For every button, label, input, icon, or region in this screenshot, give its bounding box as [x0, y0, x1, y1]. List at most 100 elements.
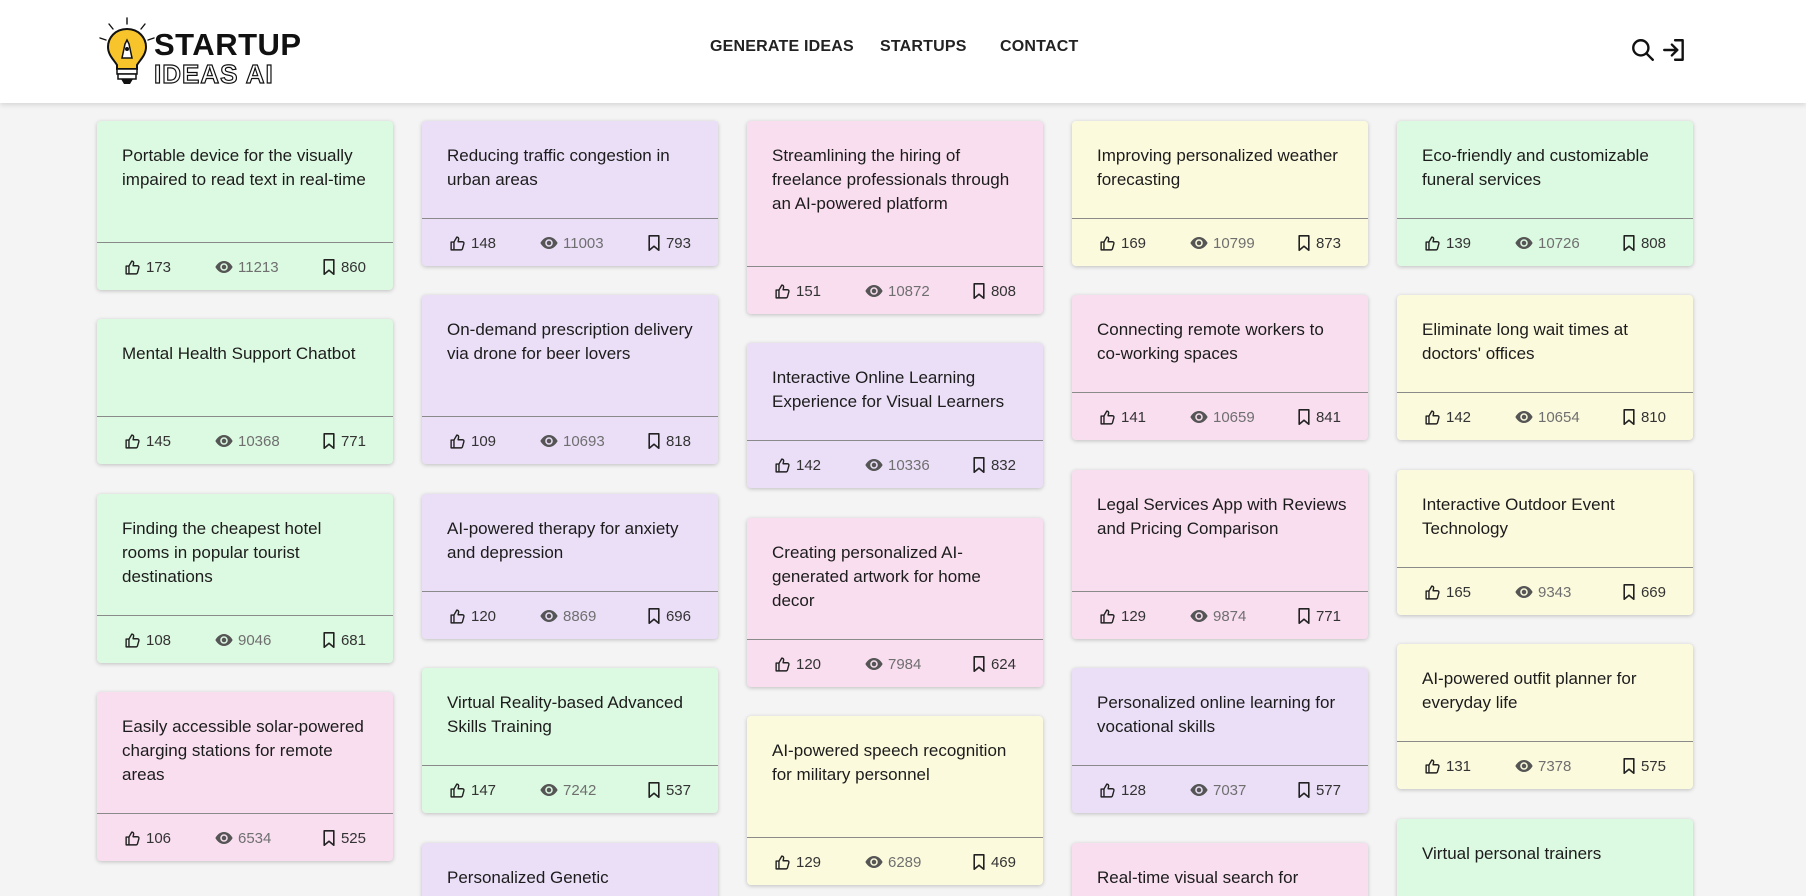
save-button[interactable]: 669: [1622, 582, 1666, 602]
idea-card[interactable]: Virtual personal trainers: [1397, 819, 1693, 896]
like-button[interactable]: 147: [449, 780, 496, 800]
save-button[interactable]: 696: [647, 606, 691, 626]
save-count: 681: [340, 631, 366, 649]
save-button[interactable]: 681: [322, 630, 366, 650]
like-button[interactable]: 109: [449, 431, 496, 451]
like-button[interactable]: 142: [1424, 407, 1471, 427]
like-button[interactable]: 108: [124, 630, 171, 650]
like-button[interactable]: 131: [1424, 756, 1471, 776]
idea-card[interactable]: Interactive Outdoor Event Technology 165 9…: [1397, 470, 1693, 615]
save-button[interactable]: 873: [1297, 233, 1341, 253]
save-button[interactable]: 810: [1622, 407, 1666, 427]
idea-title[interactable]: Virtual Reality-based Advanced Skills Tr…: [447, 693, 683, 736]
idea-card[interactable]: AI-powered therapy for anxiety and depre…: [422, 494, 718, 639]
idea-title[interactable]: Legal Services App with Reviews and Pric…: [1097, 495, 1347, 538]
like-button[interactable]: 120: [449, 606, 496, 626]
save-button[interactable]: 575: [1622, 756, 1666, 776]
like-button[interactable]: 129: [774, 852, 821, 872]
idea-title[interactable]: AI-powered speech recognition for milita…: [772, 741, 1007, 784]
like-button[interactable]: 173: [124, 257, 171, 277]
idea-card[interactable]: Easily accessible solar-powered charging…: [97, 692, 393, 861]
idea-title[interactable]: Portable device for the visually impaire…: [122, 146, 366, 189]
like-button[interactable]: 141: [1099, 407, 1146, 427]
like-button[interactable]: 145: [124, 431, 171, 451]
idea-title[interactable]: Personalized Genetic: [447, 868, 609, 887]
idea-title[interactable]: Improving personalized weather forecasti…: [1097, 146, 1338, 189]
idea-card[interactable]: AI-powered outfit planner for everyday l…: [1397, 644, 1693, 789]
idea-card[interactable]: Personalized Genetic: [422, 843, 718, 896]
save-count: 525: [340, 829, 366, 847]
idea-card[interactable]: Legal Services App with Reviews and Pric…: [1072, 470, 1368, 639]
thumbs-up-icon: [774, 457, 791, 474]
save-button[interactable]: 832: [972, 455, 1016, 475]
save-button[interactable]: 771: [1297, 606, 1341, 626]
like-button[interactable]: 106: [124, 828, 171, 848]
idea-title[interactable]: Mental Health Support Chatbot: [122, 344, 356, 363]
like-button[interactable]: 165: [1424, 582, 1471, 602]
save-button[interactable]: 537: [647, 780, 691, 800]
view-stat: 11003: [540, 233, 604, 253]
idea-card[interactable]: On-demand prescription delivery via dron…: [422, 295, 718, 464]
idea-title[interactable]: Real-time visual search for: [1097, 868, 1299, 887]
idea-card[interactable]: Finding the cheapest hotel rooms in popu…: [97, 494, 393, 663]
eye-icon: [540, 434, 558, 448]
like-button[interactable]: 169: [1099, 233, 1146, 253]
like-button[interactable]: 128: [1099, 780, 1146, 800]
view-count: 7037: [1213, 781, 1247, 799]
like-button[interactable]: 120: [774, 654, 821, 674]
idea-card[interactable]: Interactive Online Learning Experience f…: [747, 343, 1043, 488]
idea-card[interactable]: Reducing traffic congestion in urban are…: [422, 121, 718, 266]
nav-contact[interactable]: CONTACT: [1000, 38, 1079, 55]
save-button[interactable]: 793: [647, 233, 691, 253]
like-button[interactable]: 129: [1099, 606, 1146, 626]
idea-title[interactable]: On-demand prescription delivery via dron…: [447, 320, 693, 363]
idea-card[interactable]: Eco-friendly and customizable funeral se…: [1397, 121, 1693, 266]
idea-title[interactable]: Eliminate long wait times at doctors' of…: [1422, 320, 1628, 363]
idea-title[interactable]: Interactive Outdoor Event Technology: [1422, 495, 1615, 538]
save-button[interactable]: 469: [972, 852, 1016, 872]
idea-card[interactable]: Virtual Reality-based Advanced Skills Tr…: [422, 668, 718, 813]
save-button[interactable]: 771: [322, 431, 366, 451]
idea-card[interactable]: Creating personalized AI-generated artwo…: [747, 518, 1043, 687]
like-button[interactable]: 142: [774, 455, 821, 475]
idea-card[interactable]: Streamlining the hiring of freelance pro…: [747, 121, 1043, 314]
idea-title[interactable]: Interactive Online Learning Experience f…: [772, 368, 1005, 411]
idea-title[interactable]: Creating personalized AI-generated artwo…: [772, 543, 981, 610]
idea-card[interactable]: Personalized online learning for vocatio…: [1072, 668, 1368, 813]
idea-card[interactable]: Improving personalized weather forecasti…: [1072, 121, 1368, 266]
idea-card[interactable]: Eliminate long wait times at doctors' of…: [1397, 295, 1693, 440]
idea-title[interactable]: Connecting remote workers to co-working …: [1097, 320, 1324, 363]
idea-card[interactable]: Connecting remote workers to co-working …: [1072, 295, 1368, 440]
save-button[interactable]: 525: [322, 828, 366, 848]
search-icon[interactable]: [1630, 37, 1656, 63]
idea-card[interactable]: AI-powered speech recognition for milita…: [747, 716, 1043, 885]
idea-title[interactable]: Virtual personal trainers: [1422, 844, 1602, 863]
login-icon[interactable]: [1661, 37, 1687, 63]
idea-title[interactable]: AI-powered outfit planner for everyday l…: [1422, 669, 1637, 712]
save-button[interactable]: 577: [1297, 780, 1341, 800]
save-button[interactable]: 808: [972, 281, 1016, 301]
idea-card[interactable]: Real-time visual search for: [1072, 843, 1368, 896]
eye-icon: [1515, 585, 1533, 599]
idea-title[interactable]: AI-powered therapy for anxiety and depre…: [447, 519, 679, 562]
idea-card[interactable]: Mental Health Support Chatbot 145 10368 771: [97, 319, 393, 464]
like-count: 145: [146, 432, 172, 450]
idea-title[interactable]: Reducing traffic congestion in urban are…: [447, 146, 670, 189]
save-button[interactable]: 808: [1622, 233, 1666, 253]
idea-title[interactable]: Personalized online learning for vocatio…: [1097, 693, 1336, 736]
idea-title[interactable]: Streamlining the hiring of freelance pro…: [772, 146, 1010, 213]
save-button[interactable]: 841: [1297, 407, 1341, 427]
like-button[interactable]: 139: [1424, 233, 1471, 253]
save-button[interactable]: 624: [972, 654, 1016, 674]
nav-startups[interactable]: STARTUPS: [880, 38, 967, 55]
idea-title[interactable]: Easily accessible solar-powered charging…: [122, 717, 364, 784]
nav-generate-ideas[interactable]: GENERATE IDEAS: [710, 38, 854, 55]
like-button[interactable]: 148: [449, 233, 496, 253]
idea-card[interactable]: Portable device for the visually impaire…: [97, 121, 393, 290]
like-button[interactable]: 151: [774, 281, 821, 301]
idea-title[interactable]: Eco-friendly and customizable funeral se…: [1422, 146, 1649, 189]
brand-logo[interactable]: STARTUP IDEAS AI: [96, 16, 301, 89]
idea-title[interactable]: Finding the cheapest hotel rooms in popu…: [122, 519, 322, 586]
save-button[interactable]: 818: [647, 431, 691, 451]
save-button[interactable]: 860: [322, 257, 366, 277]
